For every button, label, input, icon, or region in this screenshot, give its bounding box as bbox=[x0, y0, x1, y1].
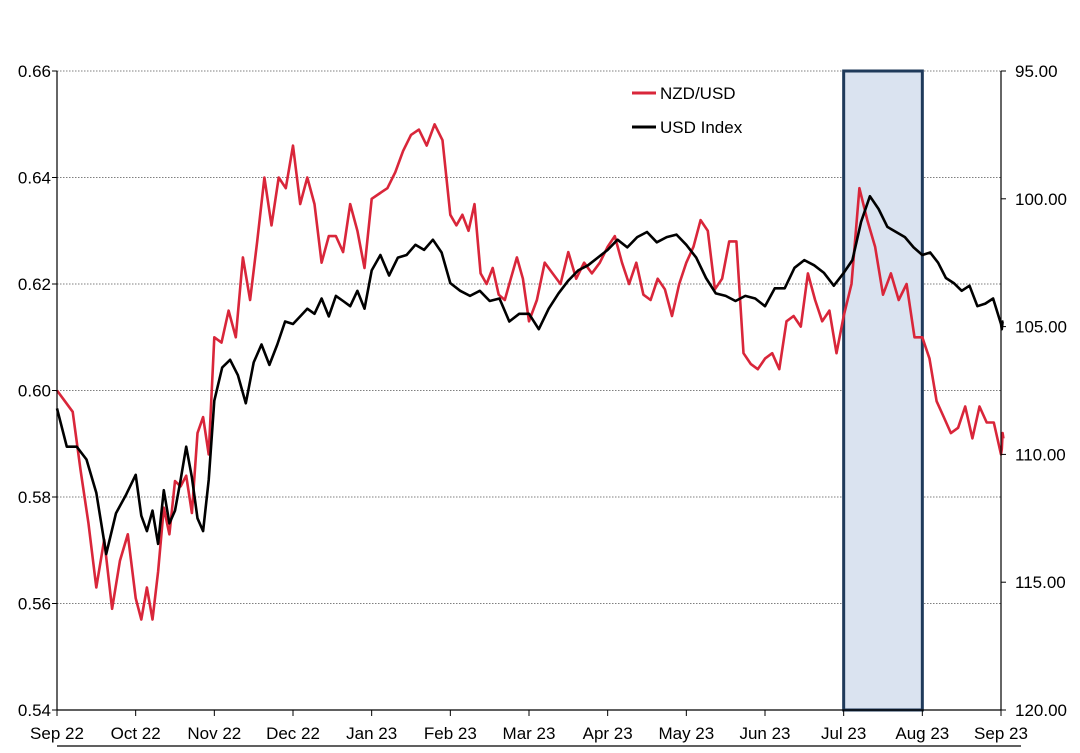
right-tick-label: 115.00 bbox=[1015, 573, 1066, 592]
x-tick-label: Feb 23 bbox=[424, 724, 477, 743]
right-axis-tick-labels: 95.00 100.00 105.00 110.00 115.00 120.00 bbox=[1001, 62, 1067, 720]
right-tick-label: 120.00 bbox=[1015, 701, 1067, 720]
right-tick-label: 100.00 bbox=[1015, 190, 1067, 209]
x-tick-label: Mar 23 bbox=[503, 724, 556, 743]
left-tick-label: 0.60 bbox=[18, 382, 51, 401]
left-tick-label: 0.58 bbox=[18, 488, 51, 507]
legend: NZD/USD USD Index bbox=[632, 84, 743, 137]
left-axis-tick-labels: 0.54 0.56 0.58 0.60 0.62 0.64 0.66 bbox=[18, 62, 57, 720]
right-tick-label: 105.00 bbox=[1015, 318, 1067, 337]
x-tick-label: Aug 23 bbox=[895, 724, 949, 743]
x-tick-label: Jul 23 bbox=[821, 724, 866, 743]
x-tick-label: Jun 23 bbox=[739, 724, 790, 743]
x-tick-label: Sep 22 bbox=[30, 724, 84, 743]
left-tick-label: 0.56 bbox=[18, 595, 51, 614]
series-lines bbox=[55, 123, 1005, 621]
legend-label: NZD/USD bbox=[660, 84, 736, 103]
left-tick-label: 0.62 bbox=[18, 275, 51, 294]
series-line-usd-index bbox=[55, 194, 1004, 556]
x-tick-label: Sep 23 bbox=[974, 724, 1028, 743]
legend-label: USD Index bbox=[660, 118, 743, 137]
left-tick-label: 0.54 bbox=[18, 701, 51, 720]
x-tick-label: Nov 22 bbox=[187, 724, 241, 743]
x-tick-label: Apr 23 bbox=[583, 724, 633, 743]
x-tick-label: May 23 bbox=[658, 724, 714, 743]
x-tick-label: Dec 22 bbox=[266, 724, 320, 743]
right-tick-label: 95.00 bbox=[1015, 62, 1058, 81]
x-tick-label: Oct 22 bbox=[111, 724, 161, 743]
left-tick-label: 0.66 bbox=[18, 62, 51, 81]
right-tick-label: 110.00 bbox=[1015, 445, 1066, 464]
x-axis-tick-labels: Sep 22 Oct 22 Nov 22 Dec 22 Jan 23 Feb 23 Mar … bbox=[30, 710, 1028, 743]
x-tick-label: Jan 23 bbox=[346, 724, 397, 743]
highlight-period-box bbox=[842, 69, 924, 712]
left-tick-label: 0.64 bbox=[18, 169, 51, 188]
